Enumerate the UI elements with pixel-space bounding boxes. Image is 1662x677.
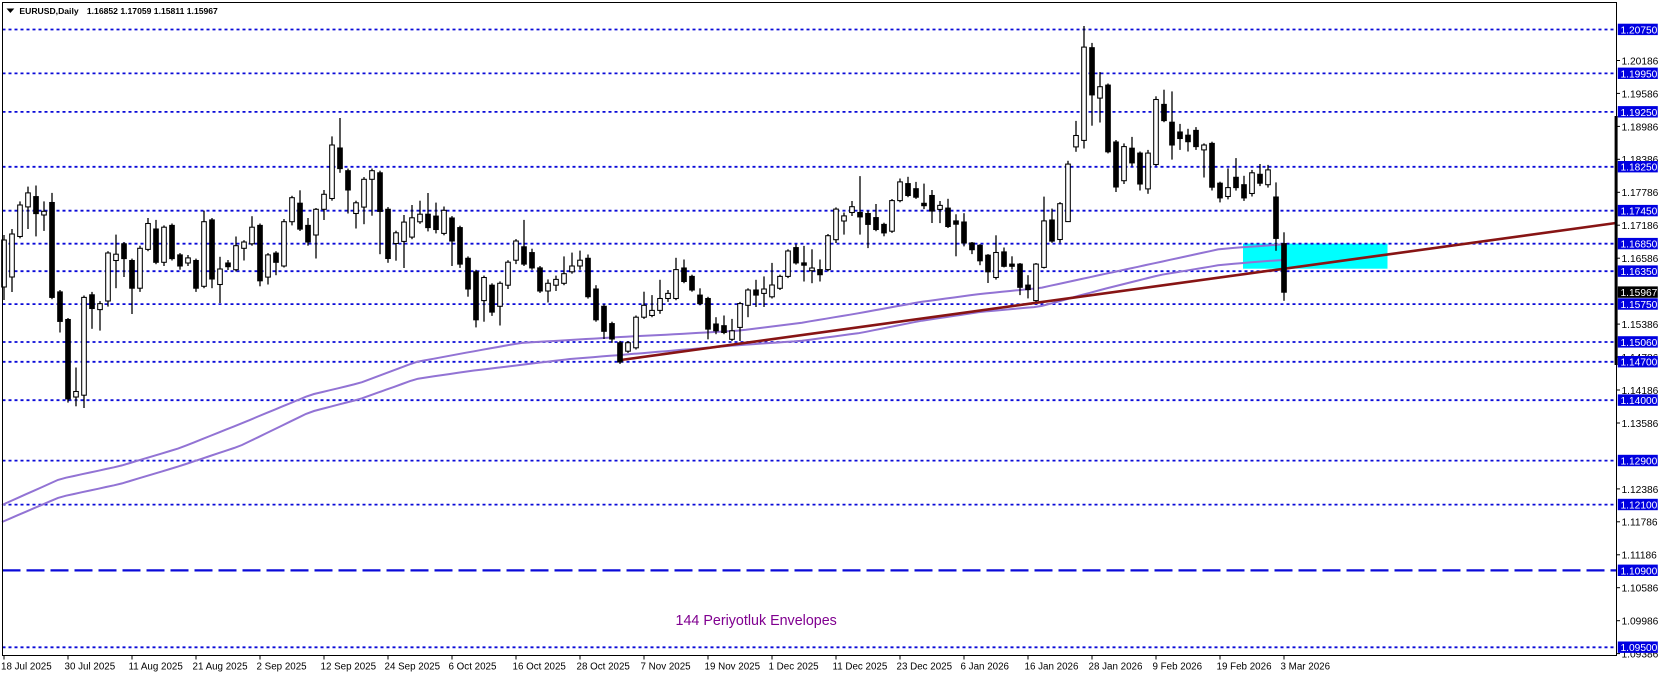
svg-text:1.11786: 1.11786 [1622, 518, 1658, 529]
svg-text:1.16586: 1.16586 [1622, 254, 1659, 265]
svg-text:1.16850: 1.16850 [1621, 240, 1658, 251]
svg-text:28 Jan 2026: 28 Jan 2026 [1089, 662, 1143, 673]
svg-text:11 Aug 2025: 11 Aug 2025 [129, 662, 184, 673]
svg-text:144 Periyotluk Envelopes: 144 Periyotluk Envelopes [676, 613, 837, 629]
svg-text:1.15386: 1.15386 [1622, 320, 1659, 331]
svg-text:23 Dec 2025: 23 Dec 2025 [897, 662, 953, 673]
svg-text:1.15750: 1.15750 [1621, 300, 1658, 311]
svg-text:1.13586: 1.13586 [1622, 419, 1659, 430]
svg-text:1.11186: 1.11186 [1622, 551, 1658, 562]
svg-text:1.20750: 1.20750 [1621, 25, 1658, 36]
svg-text:EURUSD,Daily: EURUSD,Daily [19, 6, 78, 16]
svg-text:1.14700: 1.14700 [1621, 358, 1658, 369]
svg-text:1.17786: 1.17786 [1622, 188, 1659, 199]
svg-text:1.09500: 1.09500 [1621, 643, 1658, 654]
svg-text:6 Jan 2026: 6 Jan 2026 [961, 662, 1010, 673]
svg-text:1.20186: 1.20186 [1622, 56, 1659, 67]
svg-text:1.18986: 1.18986 [1622, 122, 1659, 133]
svg-text:1.14186: 1.14186 [1622, 386, 1659, 397]
svg-text:2 Sep 2025: 2 Sep 2025 [257, 662, 308, 673]
svg-text:1.10586: 1.10586 [1622, 584, 1659, 595]
svg-text:1.09386: 1.09386 [1622, 650, 1659, 661]
svg-text:1.15967: 1.15967 [1621, 288, 1658, 299]
svg-text:1.16852 1.17059 1.15811 1.1596: 1.16852 1.17059 1.15811 1.15967 [87, 6, 218, 16]
svg-text:1.12386: 1.12386 [1622, 485, 1659, 496]
svg-text:16 Jan 2026: 16 Jan 2026 [1025, 662, 1079, 673]
svg-text:1.15060: 1.15060 [1621, 338, 1658, 349]
svg-text:1.17186: 1.17186 [1622, 221, 1659, 232]
svg-text:1.17450: 1.17450 [1621, 207, 1658, 218]
svg-text:18 Jul 2025: 18 Jul 2025 [1, 662, 52, 673]
svg-text:1.19950: 1.19950 [1621, 69, 1658, 80]
svg-text:11 Dec 2025: 11 Dec 2025 [833, 662, 888, 673]
svg-text:1.19250: 1.19250 [1621, 108, 1658, 119]
svg-text:1.19586: 1.19586 [1622, 89, 1659, 100]
svg-text:1.16350: 1.16350 [1621, 267, 1658, 278]
svg-text:28 Oct 2025: 28 Oct 2025 [577, 662, 631, 673]
svg-text:12 Sep 2025: 12 Sep 2025 [321, 662, 377, 673]
svg-text:7 Nov 2025: 7 Nov 2025 [641, 662, 692, 673]
svg-text:1.12900: 1.12900 [1621, 457, 1658, 468]
svg-text:1.09986: 1.09986 [1622, 617, 1659, 628]
svg-text:1.14000: 1.14000 [1621, 396, 1658, 407]
svg-text:1.18250: 1.18250 [1621, 163, 1658, 174]
svg-text:1.10900: 1.10900 [1621, 566, 1658, 577]
svg-text:1 Dec 2025: 1 Dec 2025 [769, 662, 820, 673]
svg-text:19 Feb 2026: 19 Feb 2026 [1217, 662, 1273, 673]
svg-text:1.18386: 1.18386 [1622, 155, 1659, 166]
svg-text:30 Jul 2025: 30 Jul 2025 [65, 662, 116, 673]
svg-text:21 Aug 2025: 21 Aug 2025 [193, 662, 249, 673]
svg-text:6 Oct 2025: 6 Oct 2025 [449, 662, 497, 673]
svg-text:3 Mar 2026: 3 Mar 2026 [1281, 662, 1331, 673]
svg-text:16 Oct 2025: 16 Oct 2025 [513, 662, 567, 673]
svg-text:1.12100: 1.12100 [1621, 501, 1658, 512]
svg-text:19 Nov 2025: 19 Nov 2025 [705, 662, 761, 673]
svg-text:24 Sep 2025: 24 Sep 2025 [385, 662, 441, 673]
svg-text:9 Feb 2026: 9 Feb 2026 [1153, 662, 1203, 673]
